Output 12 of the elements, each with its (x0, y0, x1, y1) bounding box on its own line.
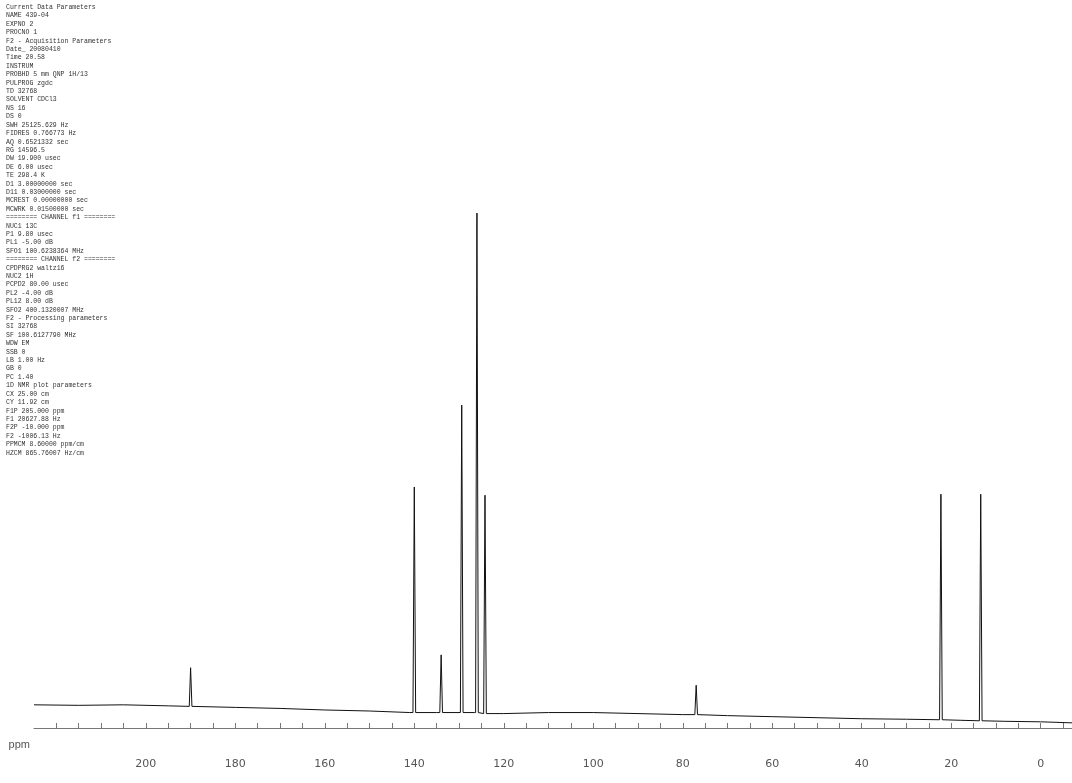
x-tick-label: 40 (854, 757, 869, 770)
x-axis-title: ppm (8, 737, 30, 750)
x-tick-label: 60 (765, 757, 780, 770)
x-tick-label: 20 (944, 757, 959, 770)
x-tick-label: 0 (1037, 757, 1045, 770)
x-tick-label: 120 (493, 757, 515, 770)
x-tick-label: 160 (314, 757, 336, 770)
x-tick-label: 80 (675, 757, 690, 770)
x-tick-label: 100 (582, 757, 604, 770)
x-tick-label: 140 (403, 757, 425, 770)
x-tick-label: 180 (224, 757, 246, 770)
x-tick-label: 200 (135, 757, 157, 770)
